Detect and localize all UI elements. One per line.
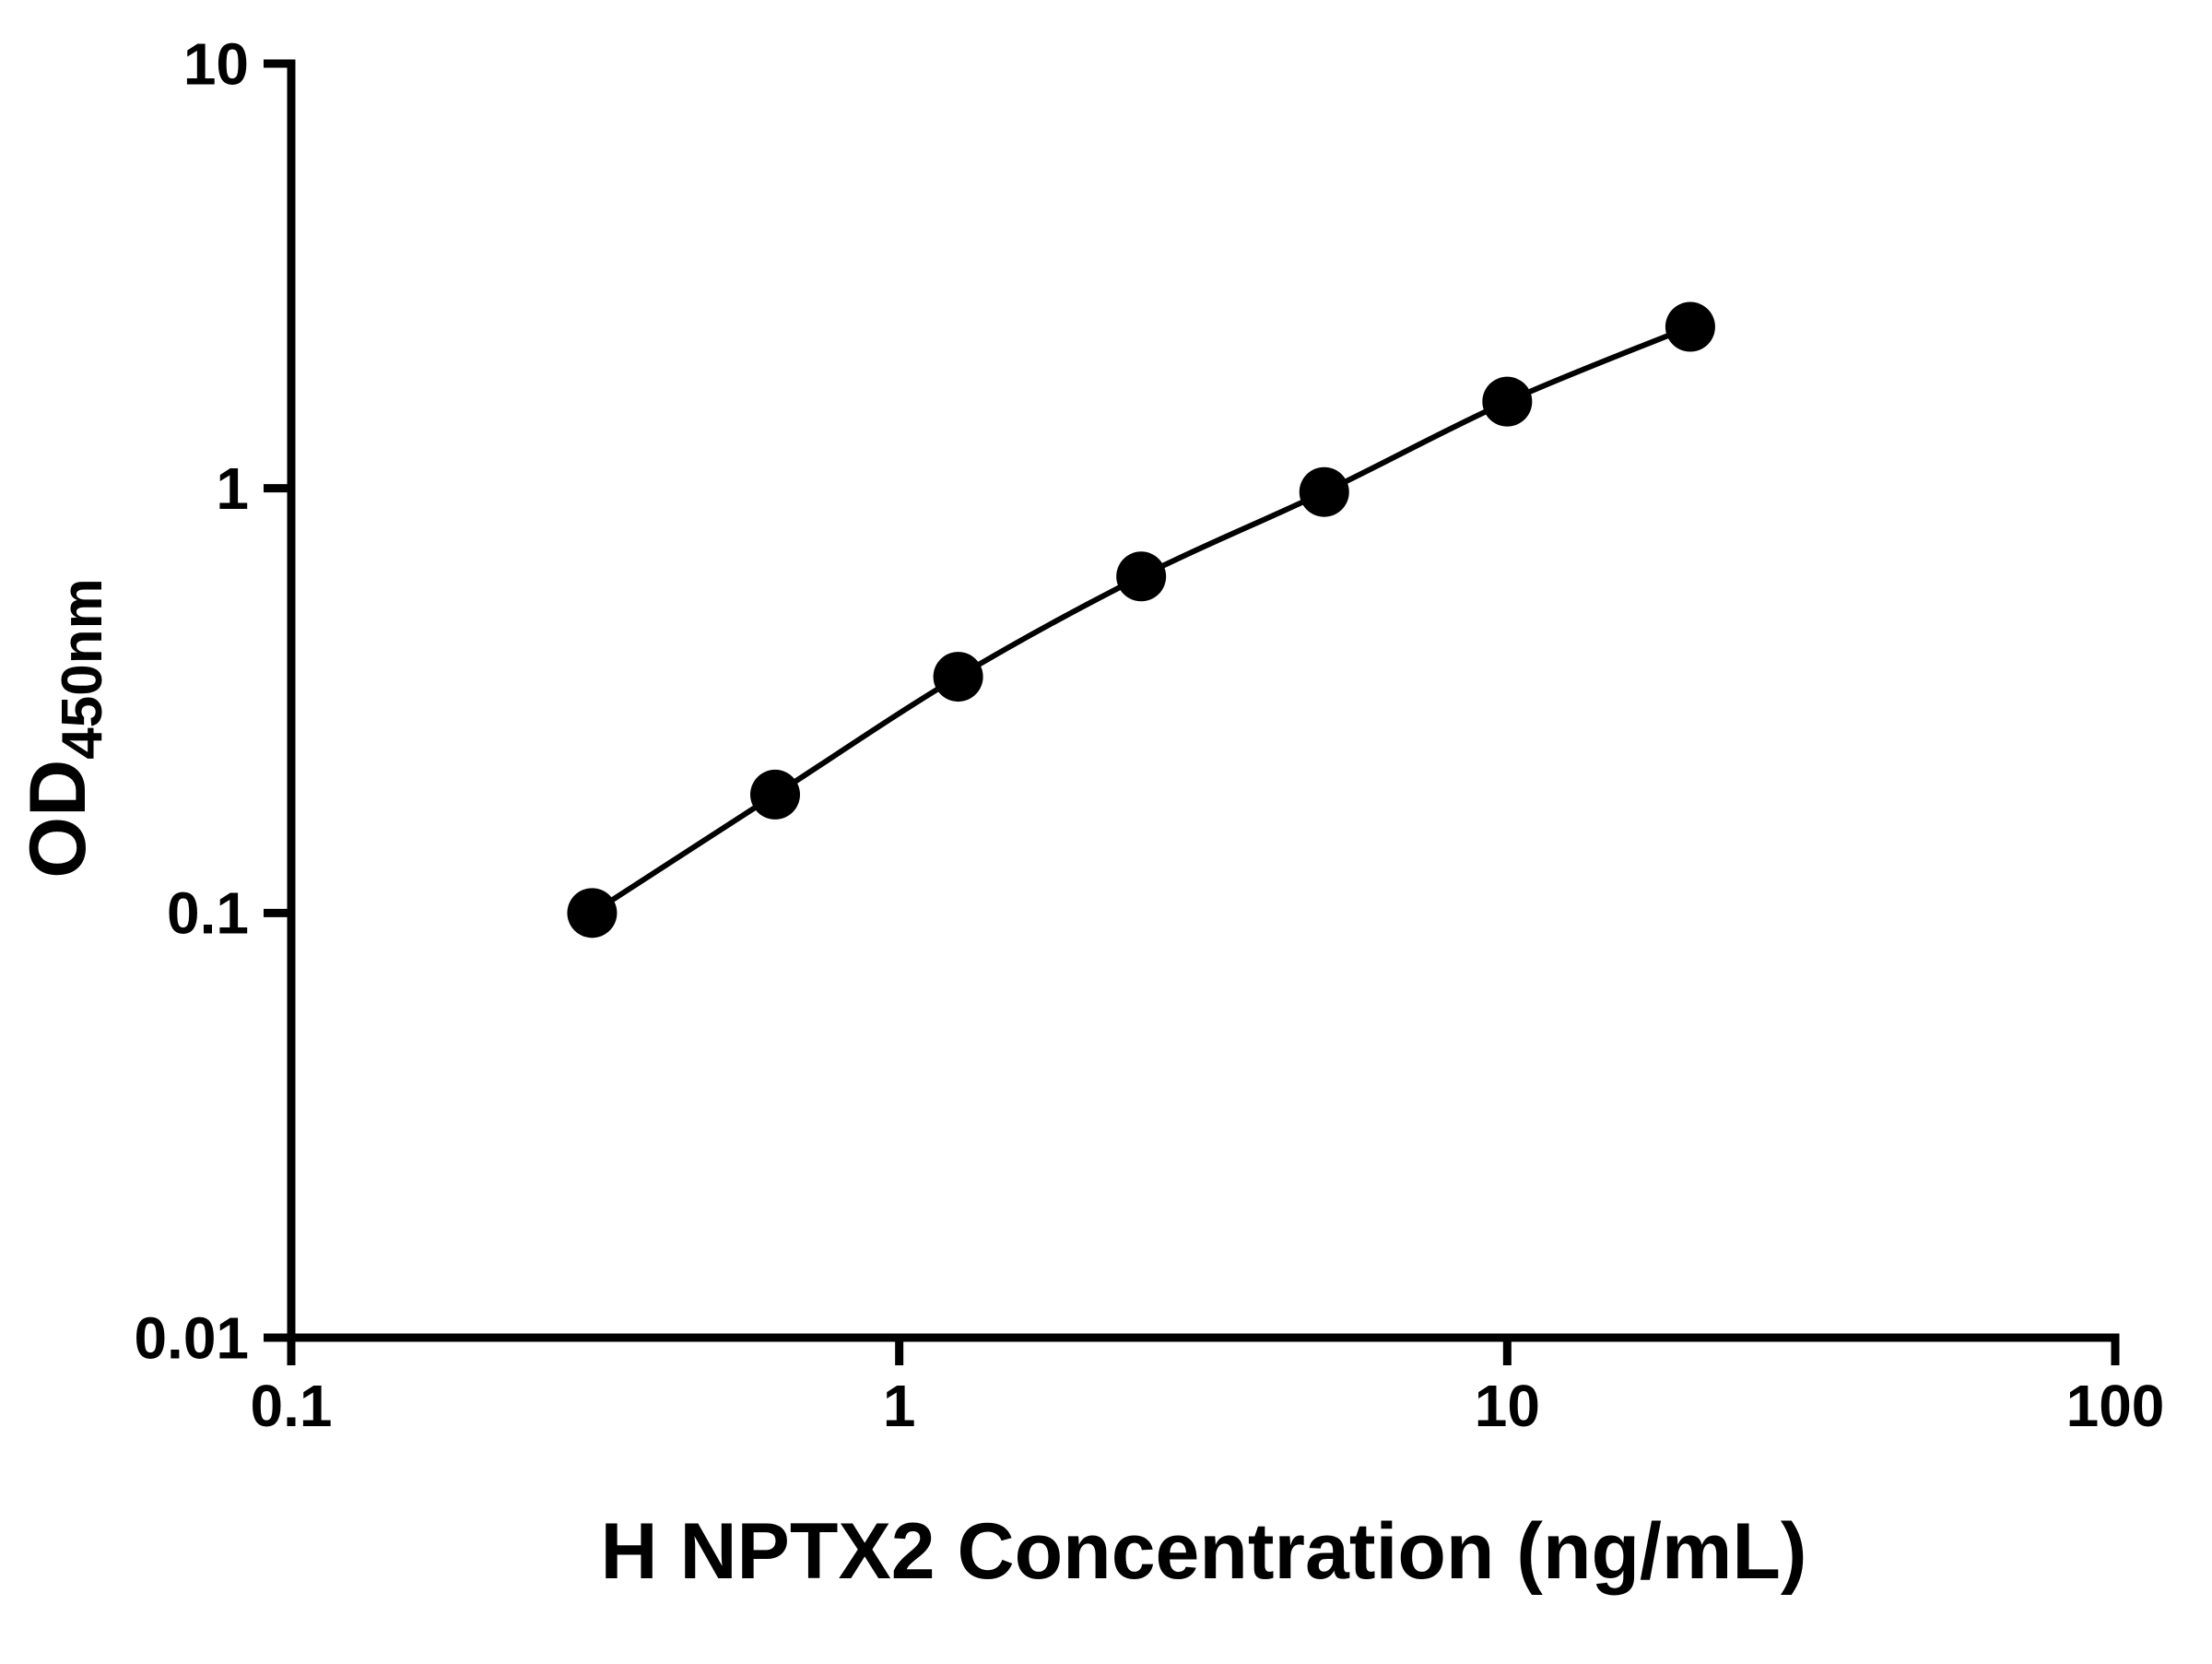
axis-ticks [264,59,2120,1365]
y-tick-label: 0.1 [167,880,249,947]
data-point [1482,376,1533,427]
x-tick-label: 10 [1475,1373,1540,1439]
y-axis-title-main: OD [14,760,102,879]
axes [287,59,2120,1342]
y-tick-label: 10 [183,30,249,97]
data-point [1116,551,1167,602]
y-tick-label: 0.01 [134,1304,249,1371]
x-axis-title: H NPTX2 Concentration (ng/mL) [600,1507,1806,1596]
x-tick-label: 0.1 [251,1373,333,1439]
data-point [933,652,983,702]
y-axis-title-subscript: 450nm [51,578,114,759]
data-point [1665,301,1715,352]
data-series [567,301,1715,938]
data-point [1299,466,1349,517]
y-axis-title: OD450nm [14,578,114,878]
data-point [567,888,618,938]
x-tick-label: 1 [883,1373,916,1439]
x-tick-label: 100 [2066,1373,2165,1439]
y-tick-label: 1 [216,455,249,522]
data-point [750,769,801,820]
axis-lines [287,59,2120,1342]
